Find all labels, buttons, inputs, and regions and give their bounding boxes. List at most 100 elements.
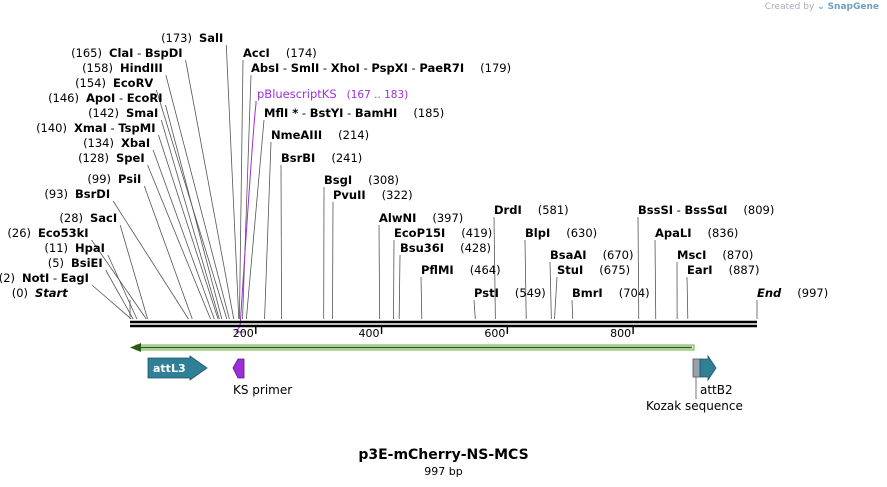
site-xmai-tspmi[interactable]: XmaI - TspMI (140) bbox=[36, 121, 155, 135]
site-eco53ki[interactable]: Eco53kI (26) bbox=[7, 226, 88, 240]
snapgene-credit: Created by ⌄ SnapGene bbox=[765, 2, 879, 12]
site-end[interactable]: End (997) bbox=[757, 286, 828, 300]
site-label-hindiii: HindIII bbox=[120, 61, 163, 75]
site-bmri[interactable]: BmrI (704) bbox=[572, 286, 650, 300]
site-drdi[interactable]: DrdI (581) bbox=[494, 203, 569, 217]
leader-eari bbox=[686, 276, 689, 320]
site-position-nmeaiii: (214) bbox=[338, 128, 369, 142]
site-position-pflmi: (464) bbox=[470, 263, 501, 277]
leader-bsrdi bbox=[112, 200, 189, 320]
site-stui[interactable]: StuI (675) bbox=[557, 263, 630, 277]
site-position-noti-eagi: (2) bbox=[0, 271, 15, 285]
site-smai[interactable]: SmaI (142) bbox=[88, 106, 158, 120]
site-psti[interactable]: PstI (549) bbox=[474, 286, 546, 300]
leader-bsaai bbox=[549, 261, 552, 320]
site-label-smai: SmaI bbox=[126, 106, 158, 120]
leader-hpai bbox=[107, 254, 138, 320]
site-label-nmeaiii: NmeAIII bbox=[271, 128, 322, 142]
leader-acci bbox=[239, 59, 244, 320]
site-bsrbi[interactable]: BsrBI (241) bbox=[281, 151, 362, 165]
site-position-spei: (128) bbox=[78, 151, 109, 165]
site-noti-eagi[interactable]: NotI - EagI (2) bbox=[0, 271, 89, 285]
site-pvuii[interactable]: PvuII (322) bbox=[333, 188, 413, 202]
site-apali[interactable]: ApaLI (836) bbox=[655, 226, 738, 240]
site-label-bmri: BmrI bbox=[572, 286, 603, 300]
site-bsrdi[interactable]: BsrDI (93) bbox=[44, 187, 110, 201]
dna-backbone bbox=[130, 320, 757, 328]
feature-attb2[interactable]: attB2 bbox=[699, 354, 733, 397]
site-saci[interactable]: SacI (28) bbox=[59, 211, 117, 225]
site-hpai[interactable]: HpaI (11) bbox=[44, 241, 105, 255]
site-alwni[interactable]: AlwNI (397) bbox=[379, 211, 463, 225]
feature-ks-primer[interactable]: KS primer bbox=[232, 358, 292, 397]
site-bsaai[interactable]: BsaAI (670) bbox=[550, 248, 634, 262]
site-bsssi-bsss-i[interactable]: BssSI - BssSαI (809) bbox=[638, 203, 774, 217]
site-label-apoi-ecori: ApoI - EcoRI bbox=[86, 91, 163, 105]
tick-label-800: 800 bbox=[610, 327, 631, 340]
site-label-ecorv: EcoRV bbox=[113, 76, 153, 90]
site-position-bsiei: (5) bbox=[48, 256, 64, 270]
site-absi-smli-xhoi-pspxi-paer7i[interactable]: AbsI - SmlI - XhoI - PspXI - PaeR7I (179) bbox=[251, 61, 511, 75]
feature-label-attl3: attL3 bbox=[153, 362, 186, 375]
site-label-bsrbi: BsrBI bbox=[281, 151, 315, 165]
site-label-xmai-tspmi: XmaI - TspMI bbox=[74, 121, 155, 135]
site-position-bsrdi: (93) bbox=[44, 187, 68, 201]
leader-alwni bbox=[378, 224, 381, 320]
site-msci[interactable]: MscI (870) bbox=[677, 248, 753, 262]
site-label-bsgi: BsgI bbox=[324, 173, 352, 187]
site-bsgi[interactable]: BsgI (308) bbox=[324, 173, 399, 187]
leader-eco53ki bbox=[91, 239, 147, 320]
leader-noti-eagi bbox=[91, 284, 132, 320]
site-position-apoi-ecori: (146) bbox=[48, 91, 79, 105]
features: attL3 KS primer Kozak sequence attB2 bbox=[130, 343, 743, 413]
site-label-sali: SalI bbox=[199, 31, 223, 45]
leader-stui bbox=[554, 276, 558, 320]
primer-bind-ks[interactable]: pBluescriptKS (167 .. 183) bbox=[257, 87, 408, 101]
site-position-sali: (173) bbox=[161, 31, 192, 45]
leader-apali bbox=[654, 239, 657, 320]
site-position-acci: (174) bbox=[286, 46, 317, 60]
site-label-spei: SpeI bbox=[116, 151, 145, 165]
feature-kozak-sequence[interactable]: Kozak sequence bbox=[646, 358, 743, 413]
leader-nmeaiii bbox=[264, 141, 272, 320]
orf-arrow[interactable] bbox=[130, 343, 695, 352]
site-position-xmai-tspmi: (140) bbox=[36, 121, 67, 135]
site-ecorv[interactable]: EcoRV (154) bbox=[75, 76, 153, 90]
site-label-bsu36i: Bsu36I bbox=[400, 241, 444, 255]
site-label-eco53ki: Eco53kI bbox=[38, 226, 89, 240]
leader-saci bbox=[119, 224, 148, 320]
site-position-clai-bspdi: (165) bbox=[71, 46, 102, 60]
site-label-start: Start bbox=[35, 286, 68, 300]
primer-bind-line bbox=[235, 101, 257, 333]
site-mfli-bstyi-bamhi[interactable]: MflI * - BstYI - BamHI (185) bbox=[264, 106, 444, 120]
site-position-absi-smli-xhoi-pspxi-paer7i: (179) bbox=[480, 61, 511, 75]
leader-clai-bspdi bbox=[185, 59, 235, 320]
site-label-acci: AccI bbox=[243, 46, 270, 60]
leader-hindiii bbox=[165, 74, 230, 320]
site-pflmi[interactable]: PflMI (464) bbox=[421, 263, 501, 277]
site-spei[interactable]: SpeI (128) bbox=[78, 151, 145, 165]
site-sali[interactable]: SalI (173) bbox=[161, 31, 223, 45]
site-bsiei[interactable]: BsiEI (5) bbox=[48, 256, 103, 270]
feature-label-kozak-sequence: Kozak sequence bbox=[646, 399, 743, 413]
site-label-bsiei: BsiEI bbox=[71, 256, 103, 270]
site-eari[interactable]: EarI (887) bbox=[687, 263, 760, 277]
site-apoi-ecori[interactable]: ApoI - EcoRI (146) bbox=[48, 91, 162, 105]
site-psii[interactable]: PsiI (99) bbox=[87, 172, 141, 186]
site-hindiii[interactable]: HindIII (158) bbox=[82, 61, 163, 75]
site-blpi[interactable]: BlpI (630) bbox=[525, 226, 597, 240]
site-label-eari: EarI bbox=[687, 263, 713, 277]
site-clai-bspdi[interactable]: ClaI - BspDI (165) bbox=[71, 46, 183, 60]
leader-sali bbox=[225, 44, 240, 320]
site-acci[interactable]: AccI (174) bbox=[243, 46, 317, 60]
site-position-smai: (142) bbox=[88, 106, 119, 120]
site-xbai[interactable]: XbaI (134) bbox=[83, 136, 150, 150]
site-bsu36i[interactable]: Bsu36I (428) bbox=[400, 241, 491, 255]
site-label-psti: PstI bbox=[474, 286, 499, 300]
feature-attl3[interactable]: attL3 bbox=[147, 355, 208, 381]
tick-label-200: 200 bbox=[233, 327, 254, 340]
site-label-hpai: HpaI bbox=[75, 241, 105, 255]
site-nmeaiii[interactable]: NmeAIII (214) bbox=[271, 128, 369, 142]
site-ecop15i[interactable]: EcoP15I (419) bbox=[394, 226, 492, 240]
site-start[interactable]: Start (0) bbox=[12, 286, 69, 300]
